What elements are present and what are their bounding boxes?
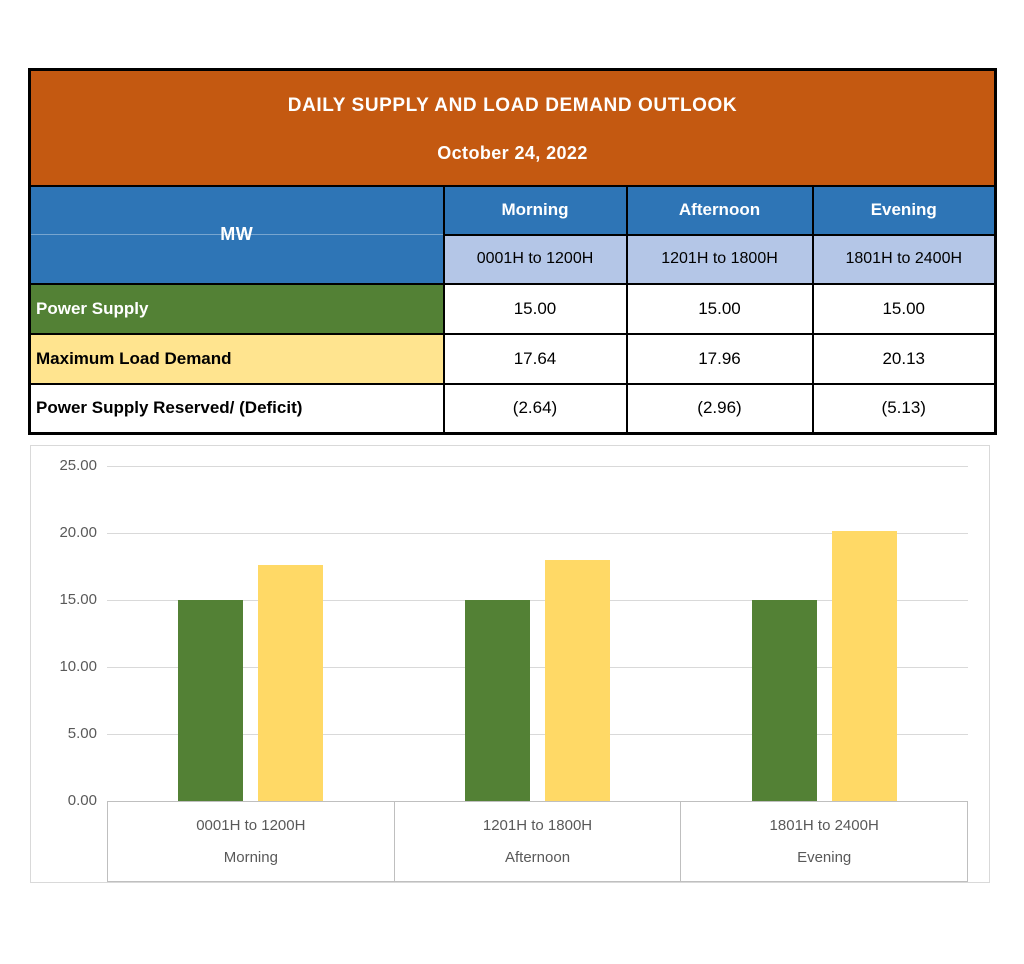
time-range-morning: 0001H to 1200H <box>442 233 628 285</box>
category-time-range-label: 1201H to 1800H <box>482 817 593 834</box>
time-range-evening: 1801H to 2400H <box>811 233 997 285</box>
supply-demand-table: DAILY SUPPLY AND LOAD DEMAND OUTLOOK Oct… <box>28 68 997 435</box>
reserve-deficit-afternoon: (2.96) <box>625 382 814 435</box>
y-gridline <box>107 667 968 668</box>
max-load-demand-evening: 20.13 <box>811 332 997 385</box>
y-gridline <box>107 734 968 735</box>
table-date: October 24, 2022 <box>437 143 588 164</box>
x-axis-category: 1801H to 2400H Evening <box>680 802 967 881</box>
x-axis-category-box: 0001H to 1200H Morning 1201H to 1800H After… <box>107 801 968 882</box>
y-axis-tick-label: 20.00 <box>59 524 97 541</box>
x-axis-category: 1201H to 1800H Afternoon <box>393 802 681 881</box>
y-axis-tick-label: 10.00 <box>59 658 97 675</box>
unit-label: MW <box>220 224 254 244</box>
max-load-demand-afternoon: 17.96 <box>625 332 814 385</box>
reserve-deficit-evening: (5.13) <box>811 382 997 435</box>
column-header-evening: Evening <box>811 184 997 236</box>
bar-maximum-load-demand <box>545 560 610 801</box>
bar-maximum-load-demand <box>832 531 897 801</box>
y-axis-tick-label: 25.00 <box>59 457 97 474</box>
category-period-label: Afternoon <box>504 849 571 866</box>
max-load-demand-morning: 17.64 <box>442 332 628 385</box>
table-row-reserve-deficit: Power Supply Reserved/ (Deficit) (2.64) … <box>28 382 997 435</box>
power-supply-evening: 15.00 <box>811 282 997 335</box>
supply-demand-bar-chart: 0.00 5.00 10.00 15.00 20.00 25.00 0001H to 120… <box>30 445 990 883</box>
y-axis-tick-label: 15.00 <box>59 591 97 608</box>
y-gridline <box>107 466 968 467</box>
row-label-max-load-demand: Maximum Load Demand <box>28 332 445 385</box>
table-title-cell: DAILY SUPPLY AND LOAD DEMAND OUTLOOK Oct… <box>28 68 997 187</box>
bar-power-supply <box>752 600 817 801</box>
row-label-reserve-deficit: Power Supply Reserved/ (Deficit) <box>28 382 445 435</box>
power-supply-afternoon: 15.00 <box>625 282 814 335</box>
bar-maximum-load-demand <box>258 564 323 801</box>
time-range-row: 0001H to 1200H 1201H to 1800H 1801H to 2… <box>30 233 997 285</box>
time-range-afternoon: 1201H to 1800H <box>625 233 814 285</box>
category-time-range-label: 1801H to 2400H <box>769 817 879 834</box>
bar-power-supply <box>178 600 243 801</box>
category-period-label: Morning <box>223 849 278 866</box>
x-axis-category: 0001H to 1200H Morning <box>108 802 394 881</box>
column-header-morning: Morning <box>442 184 628 236</box>
column-header-afternoon: Afternoon <box>625 184 814 236</box>
y-gridline <box>107 533 968 534</box>
category-time-range-label: 0001H to 1200H <box>196 817 306 834</box>
column-header-row: MW Morning Afternoon Evening <box>28 184 997 285</box>
y-axis-tick-label: 0.00 <box>67 792 97 809</box>
y-gridline <box>107 600 968 601</box>
category-period-label: Evening <box>797 849 852 866</box>
power-supply-morning: 15.00 <box>442 282 628 335</box>
y-axis-tick-label: 5.00 <box>67 725 97 742</box>
row-label-power-supply: Power Supply <box>28 282 445 335</box>
title-row: DAILY SUPPLY AND LOAD DEMAND OUTLOOK Oct… <box>28 68 997 187</box>
unit-header-cell: MW <box>28 184 445 285</box>
table-row-power-supply: Power Supply 15.00 15.00 15.00 <box>28 282 997 335</box>
reserve-deficit-morning: (2.64) <box>442 382 628 435</box>
table-title: DAILY SUPPLY AND LOAD DEMAND OUTLOOK <box>287 95 738 117</box>
bar-power-supply <box>465 600 530 801</box>
table-row-max-load-demand: Maximum Load Demand 17.64 17.96 20.13 <box>28 332 997 385</box>
